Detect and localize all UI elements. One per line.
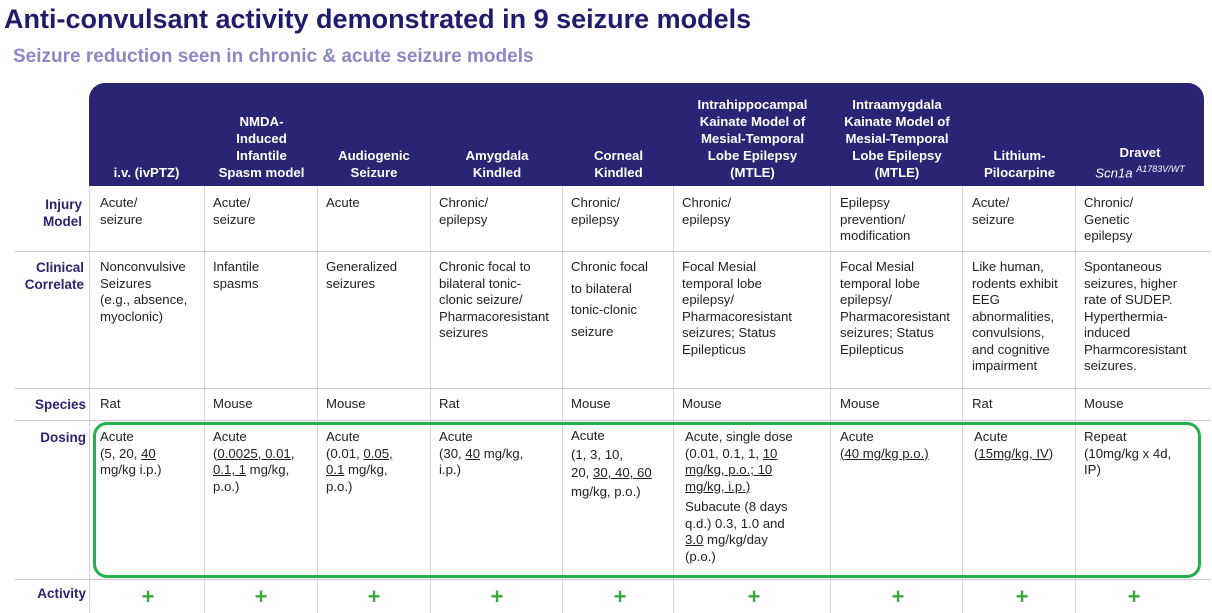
page-title: Anti-convulsant activity demonstrated in… <box>4 4 752 34</box>
dosing-cell: Acute (40 mg/kg p.o.) <box>840 429 929 461</box>
dosing-cell: Acute (0.0025, 0.01, 0.1, 1 mg/kg, p.o.) <box>213 429 295 494</box>
clinical-correlate-cell: Infantile spasms <box>213 259 260 291</box>
clinical-correlate-cell: Focal Mesial temporal lobe epilepsy/ Pha… <box>840 259 950 357</box>
clinical-correlate-cell: Like human, rodents exhibit EEG abnormal… <box>972 259 1058 373</box>
header-dravet: Dravet Scn1a A1783V/WT <box>1095 144 1185 180</box>
injury-model-cell: Epilepsy prevention/ modification <box>840 195 911 243</box>
injury-model-cell: Acute/ seizure <box>100 195 143 227</box>
col-divider <box>1075 186 1076 613</box>
activity-plus-icon: + <box>613 584 627 609</box>
col-divider <box>562 186 563 613</box>
clinical-correlate-cell: Spontaneous seizures, higher rate of SUD… <box>1084 259 1187 373</box>
dosing-highlight-box <box>93 422 1201 578</box>
activity-plus-icon: + <box>141 584 155 609</box>
row-label-clinical-correlate: Clinical Correlate <box>24 260 84 292</box>
row-label-dosing: Dosing <box>40 430 86 445</box>
dosing-cell: Acute (1, 3, 10, 20, 30, 40, 60 mg/kg, p… <box>571 428 652 499</box>
species-cell: Mouse <box>571 396 611 411</box>
species-cell: Mouse <box>840 396 880 411</box>
clinical-correlate-cell: Nonconvulsive Seizures (e.g., absence, m… <box>100 259 188 324</box>
injury-model-cell: Acute <box>326 195 360 210</box>
dosing-cell: Acute (15mg/kg, IV) <box>974 429 1054 461</box>
clinical-correlate-cell: Chronic focal to bilateral tonic-clonic … <box>571 259 648 339</box>
header-intrahippocampal: Intrahippocampal Kainate Model of Mesial… <box>697 97 808 180</box>
header-audiogenic: Audiogenic Seizure <box>338 148 410 180</box>
activity-plus-icon: + <box>1127 584 1141 609</box>
activity-plus-icon: + <box>490 584 504 609</box>
activity-plus-icon: + <box>254 584 268 609</box>
dosing-cell: Acute (5, 20, 40 mg/kg i.p.) <box>100 429 162 477</box>
page-subtitle: Seizure reduction seen in chronic & acut… <box>13 46 534 67</box>
injury-model-cell: Chronic/ epilepsy <box>571 195 621 227</box>
injury-model-cell: Chronic/ epilepsy <box>439 195 489 227</box>
row-label-injury-model: Injury Model <box>43 197 82 229</box>
header-lithium-pilocarpine: Lithium- Pilocarpine <box>983 148 1056 180</box>
row-divider <box>15 420 1210 421</box>
col-divider <box>317 186 318 613</box>
species-cell: Mouse <box>1084 396 1124 411</box>
dosing-cell-subacute: Subacute (8 days q.d.) 0.3, 1.0 and 3.0 … <box>685 499 788 564</box>
dosing-cell: Acute (30, 40 mg/kg, i.p.) <box>439 429 524 477</box>
injury-model-cell: Chronic/ epilepsy <box>682 195 732 227</box>
injury-model-cell: Chronic/ Genetic epilepsy <box>1084 195 1134 243</box>
dosing-cell: Acute (0.01, 0.05, 0.1 mg/kg, p.o.) <box>326 429 393 494</box>
row-divider <box>15 251 1210 252</box>
injury-model-cell: Acute/ seizure <box>213 195 256 227</box>
header-intraamygdala: Intraamygdala Kainate Model of Mesial-Te… <box>844 97 950 180</box>
header-corneal-kindled: Corneal Kindled <box>593 148 644 180</box>
col-divider <box>204 186 205 613</box>
table-header-band <box>89 83 1204 186</box>
species-cell: Mouse <box>326 396 366 411</box>
activity-plus-icon: + <box>367 584 381 609</box>
row-label-species: Species <box>34 397 86 412</box>
col-divider <box>962 186 963 613</box>
species-cell: Rat <box>100 396 121 411</box>
col-divider <box>830 186 831 613</box>
header-ivptz: i.v. (ivPTZ) <box>113 165 180 180</box>
row-divider <box>15 388 1210 389</box>
clinical-correlate-cell: Generalized seizures <box>326 259 398 291</box>
species-cell: Rat <box>972 396 993 411</box>
clinical-correlate-cell: Chronic focal to bilateral tonic- clonic… <box>439 259 549 340</box>
header-amygdala-kindled: Amygdala Kindled <box>465 148 529 180</box>
col-divider <box>673 186 674 613</box>
dosing-cell: Repeat (10mg/kg x 4d, IP) <box>1084 429 1172 477</box>
row-divider <box>15 579 1210 580</box>
species-cell: Rat <box>439 396 460 411</box>
species-cell: Mouse <box>213 396 253 411</box>
activity-plus-icon: + <box>747 584 761 609</box>
col-divider <box>430 186 431 613</box>
dosing-cell: Acute, single dose (0.01, 0.1, 1, 10 mg/… <box>685 429 793 494</box>
header-nmda: NMDA- Induced Infantile Spasm model <box>218 114 305 180</box>
clinical-correlate-cell: Focal Mesial temporal lobe epilepsy/ Pha… <box>682 259 792 357</box>
injury-model-cell: Acute/ seizure <box>972 195 1015 227</box>
activity-plus-icon: + <box>891 584 905 609</box>
col-divider <box>89 186 90 613</box>
activity-plus-icon: + <box>1015 584 1029 609</box>
species-cell: Mouse <box>682 396 722 411</box>
row-label-activity: Activity <box>37 586 86 601</box>
